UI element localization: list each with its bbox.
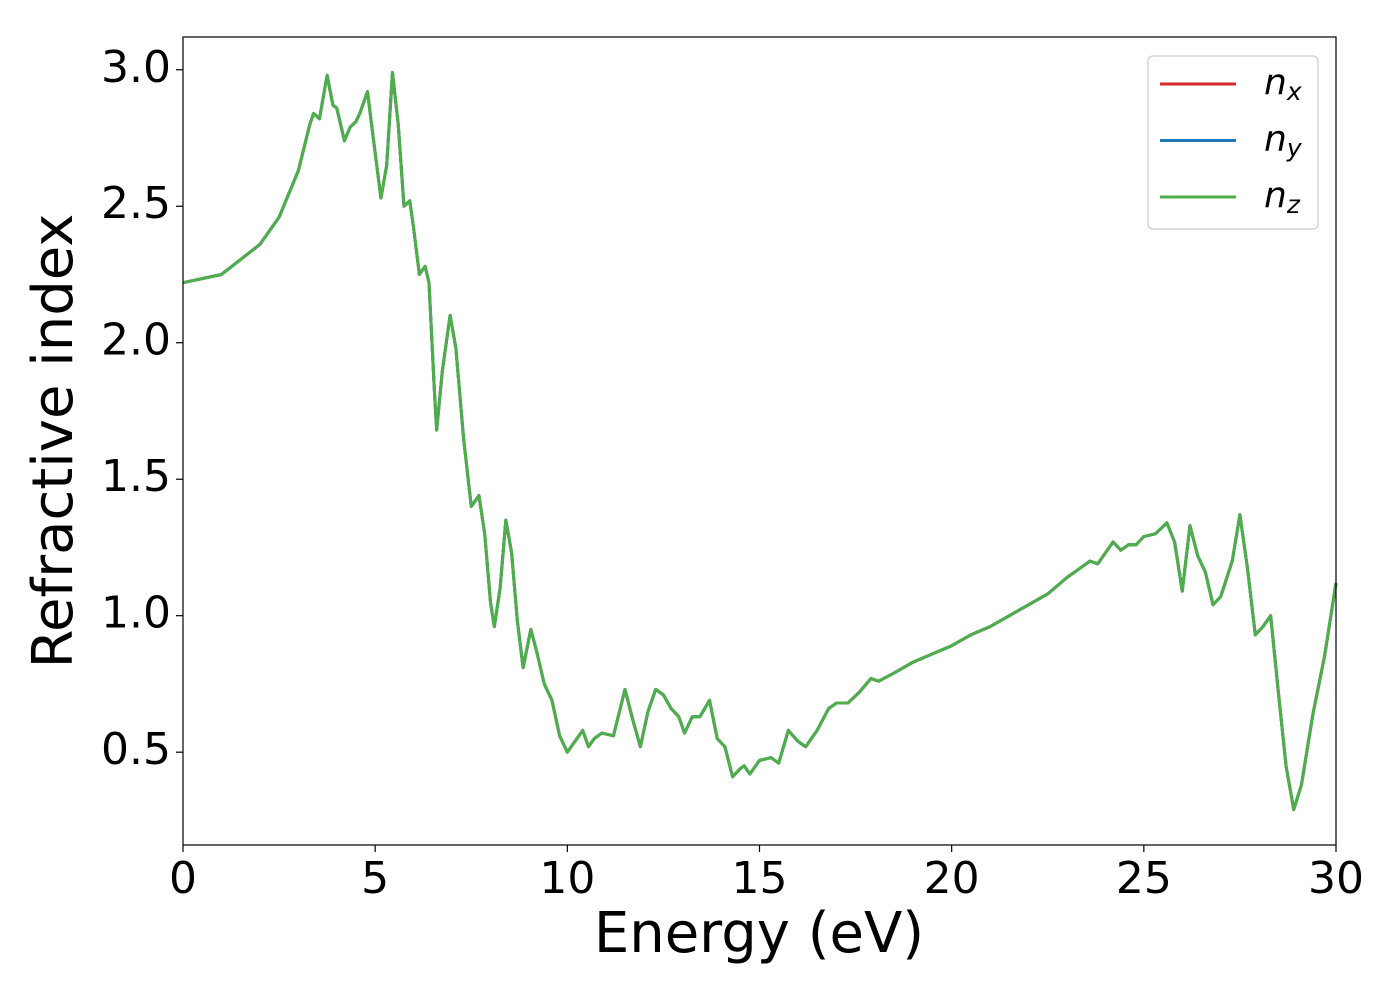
y-tick-label: 0.5 (101, 724, 171, 775)
y-tick-label: 1.0 (101, 588, 171, 639)
legend: nx ny nz (1147, 55, 1319, 230)
y-tick-label: 2.0 (101, 315, 171, 366)
x-tick-label: 30 (1308, 853, 1364, 904)
x-tick-label: 10 (539, 853, 595, 904)
y-axis-label: Refractive index (21, 214, 86, 669)
x-tick-label: 5 (361, 853, 389, 904)
data-line (182, 70, 1338, 812)
x-tick-label: 15 (732, 853, 788, 904)
x-axis-label: Energy (eV) (594, 901, 924, 966)
x-tick-label: 25 (1116, 853, 1172, 904)
y-tick-label: 2.5 (101, 178, 171, 229)
y-tick-label: 1.5 (101, 451, 171, 502)
legend-label: nz (1264, 175, 1301, 219)
x-tick-label: 20 (924, 853, 980, 904)
legend-label: nx (1264, 62, 1302, 106)
legend-box (1147, 55, 1319, 230)
legend-label: ny (1264, 119, 1303, 163)
y-tick-label: 3.0 (101, 42, 171, 93)
x-tick-label: 0 (169, 853, 197, 904)
